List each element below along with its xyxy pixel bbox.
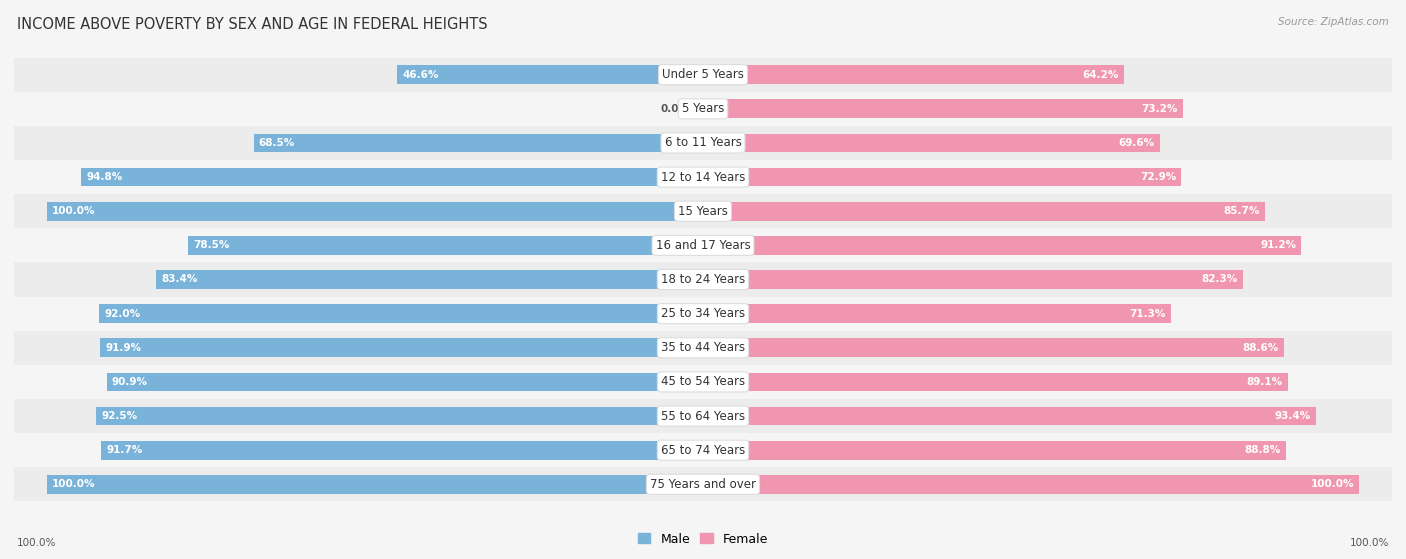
Text: 91.7%: 91.7%: [107, 445, 143, 455]
Text: 18 to 24 Years: 18 to 24 Years: [661, 273, 745, 286]
Bar: [96, 406, 703, 425]
Bar: [101, 441, 703, 459]
Text: 5 Years: 5 Years: [682, 102, 724, 115]
Text: 75 Years and over: 75 Years and over: [650, 478, 756, 491]
Bar: [46, 202, 703, 221]
Text: 94.8%: 94.8%: [86, 172, 122, 182]
Bar: [46, 475, 703, 494]
Text: 93.4%: 93.4%: [1274, 411, 1310, 421]
Bar: [100, 338, 703, 357]
Text: 100.0%: 100.0%: [1350, 538, 1389, 548]
Text: 100.0%: 100.0%: [17, 538, 56, 548]
Text: 92.5%: 92.5%: [101, 411, 138, 421]
Bar: [14, 58, 1392, 92]
Bar: [703, 338, 1284, 357]
Bar: [14, 365, 1392, 399]
Text: 16 and 17 Years: 16 and 17 Years: [655, 239, 751, 252]
Bar: [14, 433, 1392, 467]
Bar: [14, 194, 1392, 228]
Text: 92.0%: 92.0%: [104, 309, 141, 319]
Text: 91.2%: 91.2%: [1260, 240, 1296, 250]
Bar: [703, 65, 1125, 84]
Text: 88.6%: 88.6%: [1243, 343, 1279, 353]
Text: INCOME ABOVE POVERTY BY SEX AND AGE IN FEDERAL HEIGHTS: INCOME ABOVE POVERTY BY SEX AND AGE IN F…: [17, 17, 488, 32]
Bar: [703, 475, 1360, 494]
Bar: [703, 270, 1243, 289]
Text: 68.5%: 68.5%: [259, 138, 295, 148]
Text: 100.0%: 100.0%: [1310, 479, 1354, 489]
Bar: [398, 65, 703, 84]
Bar: [14, 467, 1392, 501]
Text: Under 5 Years: Under 5 Years: [662, 68, 744, 81]
Text: 82.3%: 82.3%: [1202, 274, 1237, 285]
Bar: [14, 228, 1392, 262]
Text: 85.7%: 85.7%: [1223, 206, 1260, 216]
Text: 73.2%: 73.2%: [1142, 104, 1178, 114]
Text: 90.9%: 90.9%: [112, 377, 148, 387]
Text: 91.9%: 91.9%: [105, 343, 141, 353]
Bar: [703, 100, 1184, 118]
Bar: [14, 126, 1392, 160]
Bar: [703, 406, 1316, 425]
Text: 65 to 74 Years: 65 to 74 Years: [661, 444, 745, 457]
Bar: [100, 304, 703, 323]
Text: 46.6%: 46.6%: [402, 70, 439, 80]
Text: 35 to 44 Years: 35 to 44 Years: [661, 342, 745, 354]
Text: 78.5%: 78.5%: [193, 240, 229, 250]
Text: 25 to 34 Years: 25 to 34 Years: [661, 307, 745, 320]
Bar: [107, 372, 703, 391]
Bar: [703, 441, 1285, 459]
Bar: [703, 372, 1288, 391]
Text: Source: ZipAtlas.com: Source: ZipAtlas.com: [1278, 17, 1389, 27]
Bar: [14, 160, 1392, 194]
Text: 55 to 64 Years: 55 to 64 Years: [661, 410, 745, 423]
Text: 100.0%: 100.0%: [52, 206, 96, 216]
Text: 88.8%: 88.8%: [1244, 445, 1281, 455]
Text: 15 Years: 15 Years: [678, 205, 728, 217]
Bar: [188, 236, 703, 255]
Bar: [14, 92, 1392, 126]
Legend: Male, Female: Male, Female: [633, 528, 773, 551]
Text: 45 to 54 Years: 45 to 54 Years: [661, 376, 745, 389]
Bar: [82, 168, 703, 187]
Bar: [703, 304, 1171, 323]
Text: 83.4%: 83.4%: [162, 274, 197, 285]
Text: 6 to 11 Years: 6 to 11 Years: [665, 136, 741, 149]
Text: 64.2%: 64.2%: [1083, 70, 1119, 80]
Bar: [703, 134, 1160, 153]
Bar: [14, 399, 1392, 433]
Text: 89.1%: 89.1%: [1246, 377, 1282, 387]
Text: 12 to 14 Years: 12 to 14 Years: [661, 170, 745, 183]
Text: 71.3%: 71.3%: [1129, 309, 1166, 319]
Bar: [703, 236, 1302, 255]
Text: 69.6%: 69.6%: [1118, 138, 1154, 148]
Text: 100.0%: 100.0%: [52, 479, 96, 489]
Bar: [14, 262, 1392, 297]
Bar: [156, 270, 703, 289]
Bar: [14, 297, 1392, 331]
Bar: [253, 134, 703, 153]
Text: 72.9%: 72.9%: [1140, 172, 1175, 182]
Bar: [703, 168, 1181, 187]
Bar: [703, 202, 1265, 221]
Bar: [14, 331, 1392, 365]
Text: 0.0%: 0.0%: [661, 104, 690, 114]
